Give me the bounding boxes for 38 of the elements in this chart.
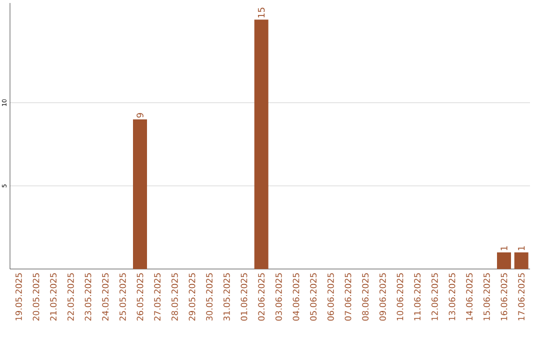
x-tick-label: 09.06.2025 xyxy=(379,273,386,321)
data-label: 1 xyxy=(518,246,525,250)
x-tick-label: 28.05.2025 xyxy=(171,273,178,321)
x-tick-label: 26.05.2025 xyxy=(136,273,144,321)
x-tick-label: 20.05.2025 xyxy=(32,273,40,321)
data-label: 9 xyxy=(136,113,144,118)
data-label: 15 xyxy=(258,8,265,18)
x-tick-label: 23.05.2025 xyxy=(84,273,92,321)
x-tick-label: 11.06.2025 xyxy=(414,273,421,320)
data-label: 1 xyxy=(500,246,508,250)
x-tick-label: 04.06.2025 xyxy=(292,273,300,321)
x-tick-label: 16.06.2025 xyxy=(500,273,508,320)
x-tick-label: 13.06.2025 xyxy=(448,273,456,320)
x-tick-label: 03.06.2025 xyxy=(275,273,282,321)
x-tick-label: 07.06.2025 xyxy=(344,273,352,321)
x-tick-label: 05.06.2025 xyxy=(310,273,317,321)
x-tick-label: 27.05.2025 xyxy=(154,273,161,321)
x-tick-label: 08.06.2025 xyxy=(362,273,369,321)
bar xyxy=(514,252,528,269)
x-tick-label: 12.06.2025 xyxy=(431,273,438,320)
x-tick-label: 25.05.2025 xyxy=(119,273,126,321)
x-tick-label: 14.06.2025 xyxy=(466,273,473,320)
x-tick-label: 22.05.2025 xyxy=(67,273,74,321)
x-tick-label: 15.06.2025 xyxy=(483,273,490,320)
x-tick-label: 24.05.2025 xyxy=(102,273,109,321)
x-tick-label: 06.06.2025 xyxy=(327,273,334,321)
x-tick-label: 31.05.2025 xyxy=(223,273,230,321)
x-tick-label: 02.06.2025 xyxy=(258,273,265,321)
x-tick-label: 29.05.2025 xyxy=(188,273,196,321)
x-tick-label: 17.06.2025 xyxy=(518,273,525,320)
x-tick-label: 10.06.2025 xyxy=(396,273,404,320)
bar xyxy=(133,119,147,269)
bar xyxy=(497,252,512,269)
x-tick-label: 19.05.2025 xyxy=(15,273,22,320)
x-tick-label: 21.05.2025 xyxy=(50,273,57,321)
bar xyxy=(254,20,268,269)
x-tick-label: 01.06.2025 xyxy=(240,273,248,321)
x-tick-label: 30.05.2025 xyxy=(206,273,213,321)
